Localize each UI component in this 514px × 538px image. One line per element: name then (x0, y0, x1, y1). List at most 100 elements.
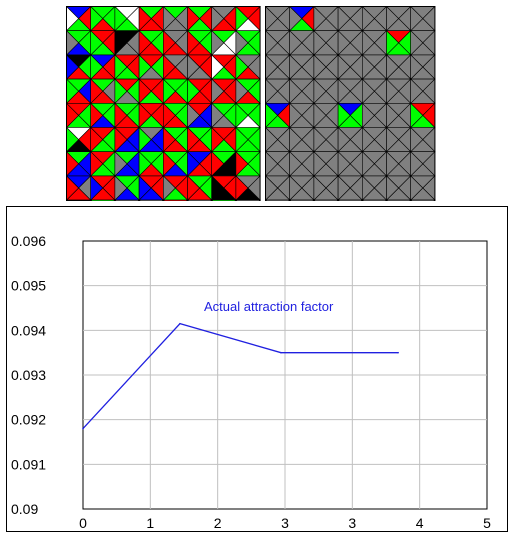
left-grid-cell (162, 175, 189, 201)
tile-grid-left (66, 6, 261, 201)
left-grid-cell (210, 6, 237, 32)
tile-triangle (187, 150, 201, 177)
right-grid-cell (313, 29, 339, 56)
tile-triangle (337, 199, 340, 201)
tile-triangle (163, 150, 176, 177)
left-grid-cell (162, 199, 189, 201)
tile-triangle (409, 199, 436, 201)
tile-triangle (410, 54, 424, 80)
tile-triangle (163, 29, 176, 56)
right-grid-cell (265, 78, 291, 105)
tile-triangle (187, 199, 189, 201)
x-tick-label: 3 (281, 515, 289, 531)
data-point (280, 351, 282, 354)
tile-triangle (66, 199, 92, 201)
tile-triangle (386, 29, 400, 56)
left-grid-cell (162, 6, 189, 32)
left-grid-cell (210, 102, 237, 129)
tile-triangle (289, 78, 303, 105)
left-grid-cell (235, 102, 261, 129)
right-grid-cell (288, 78, 315, 105)
left-grid-cell (186, 29, 213, 56)
tile-triangle (162, 199, 189, 201)
right-grid-cell (337, 175, 364, 201)
left-grid-cell (114, 6, 140, 32)
tile-triangle (265, 199, 291, 201)
left-grid-cell (210, 150, 237, 177)
right-grid-cell (337, 199, 364, 201)
right-grid-cell (288, 29, 315, 56)
tile-triangle (90, 78, 104, 105)
left-grid-border (66, 6, 261, 201)
line-chart: 0.096 0.095 0.094 0.093 0.092 0.091 0.09 0 1 2 3 3… (11, 233, 491, 531)
tile-triangle (187, 6, 201, 32)
right-grid-cell (288, 150, 315, 177)
right-grid-cell (313, 54, 339, 80)
right-grid-cell (265, 102, 291, 129)
right-grid-cell (313, 175, 339, 201)
tile-triangle (288, 199, 315, 201)
left-grid-cell (235, 6, 261, 32)
left-grid-cell (89, 150, 116, 177)
left-grid-cell (138, 54, 165, 80)
tile-triangle (313, 175, 327, 201)
right-grid-cell (385, 29, 412, 56)
left-grid-cell (186, 199, 213, 201)
left-grid-cell (89, 175, 116, 201)
right-grid-cell (288, 102, 315, 129)
right-grid-cell (409, 54, 436, 80)
tile-triangle (163, 175, 176, 201)
tile-triangle (114, 29, 128, 56)
tile-triangle (313, 199, 339, 201)
right-grid-cell (361, 6, 388, 32)
tile-triangle (337, 102, 351, 129)
tile-triangle (361, 199, 388, 201)
left-grid-cell (210, 54, 237, 80)
tile-triangle (289, 126, 303, 153)
tile-triangle (235, 150, 249, 177)
left-grid-cell (235, 199, 261, 201)
right-grid-cell (265, 6, 291, 32)
tile-triangle (187, 54, 201, 80)
left-grid-cell (66, 150, 92, 177)
right-grid-cell (409, 150, 436, 177)
right-grid-cell (265, 199, 291, 201)
tile-triangle (211, 54, 225, 80)
right-grid-cell (337, 102, 364, 129)
right-grid-cell (361, 102, 388, 129)
left-grid-cell (66, 175, 92, 201)
tile-triangle (235, 102, 249, 129)
right-grid-cell (337, 54, 364, 80)
left-grid-cell (186, 6, 213, 32)
tile-triangle (90, 126, 104, 153)
tile-triangle (386, 175, 400, 201)
right-grid-cell (361, 29, 388, 56)
tile-triangle (235, 199, 261, 201)
left-grid-cell (89, 78, 116, 105)
tile-triangle (90, 150, 104, 177)
y-tick-label: 0.096 (11, 233, 46, 249)
right-grid-cell (265, 126, 291, 153)
tile-triangle (90, 175, 104, 201)
right-grid-cell (288, 6, 315, 32)
tile-triangle (410, 29, 424, 56)
tile-triangle (187, 78, 201, 105)
right-grid-cell (265, 150, 291, 177)
left-grid-cell (138, 199, 165, 201)
left-grid-cell (138, 102, 165, 129)
tile-triangle (163, 126, 176, 153)
left-grid-cell (210, 175, 237, 201)
tile-triangle (138, 6, 152, 32)
tile-triangle (211, 126, 225, 153)
tile-triangle (114, 102, 128, 129)
tile-triangle (90, 102, 104, 129)
right-grid-cell (409, 6, 436, 32)
tile-triangle (337, 175, 351, 201)
left-grid-cell (114, 102, 140, 129)
tile-triangle (211, 150, 225, 177)
tile-triangle (313, 102, 327, 129)
tile-triangle (114, 6, 128, 32)
left-grid-cell (186, 126, 213, 153)
tile-triangle (138, 102, 152, 129)
right-grid-cell (313, 102, 339, 129)
